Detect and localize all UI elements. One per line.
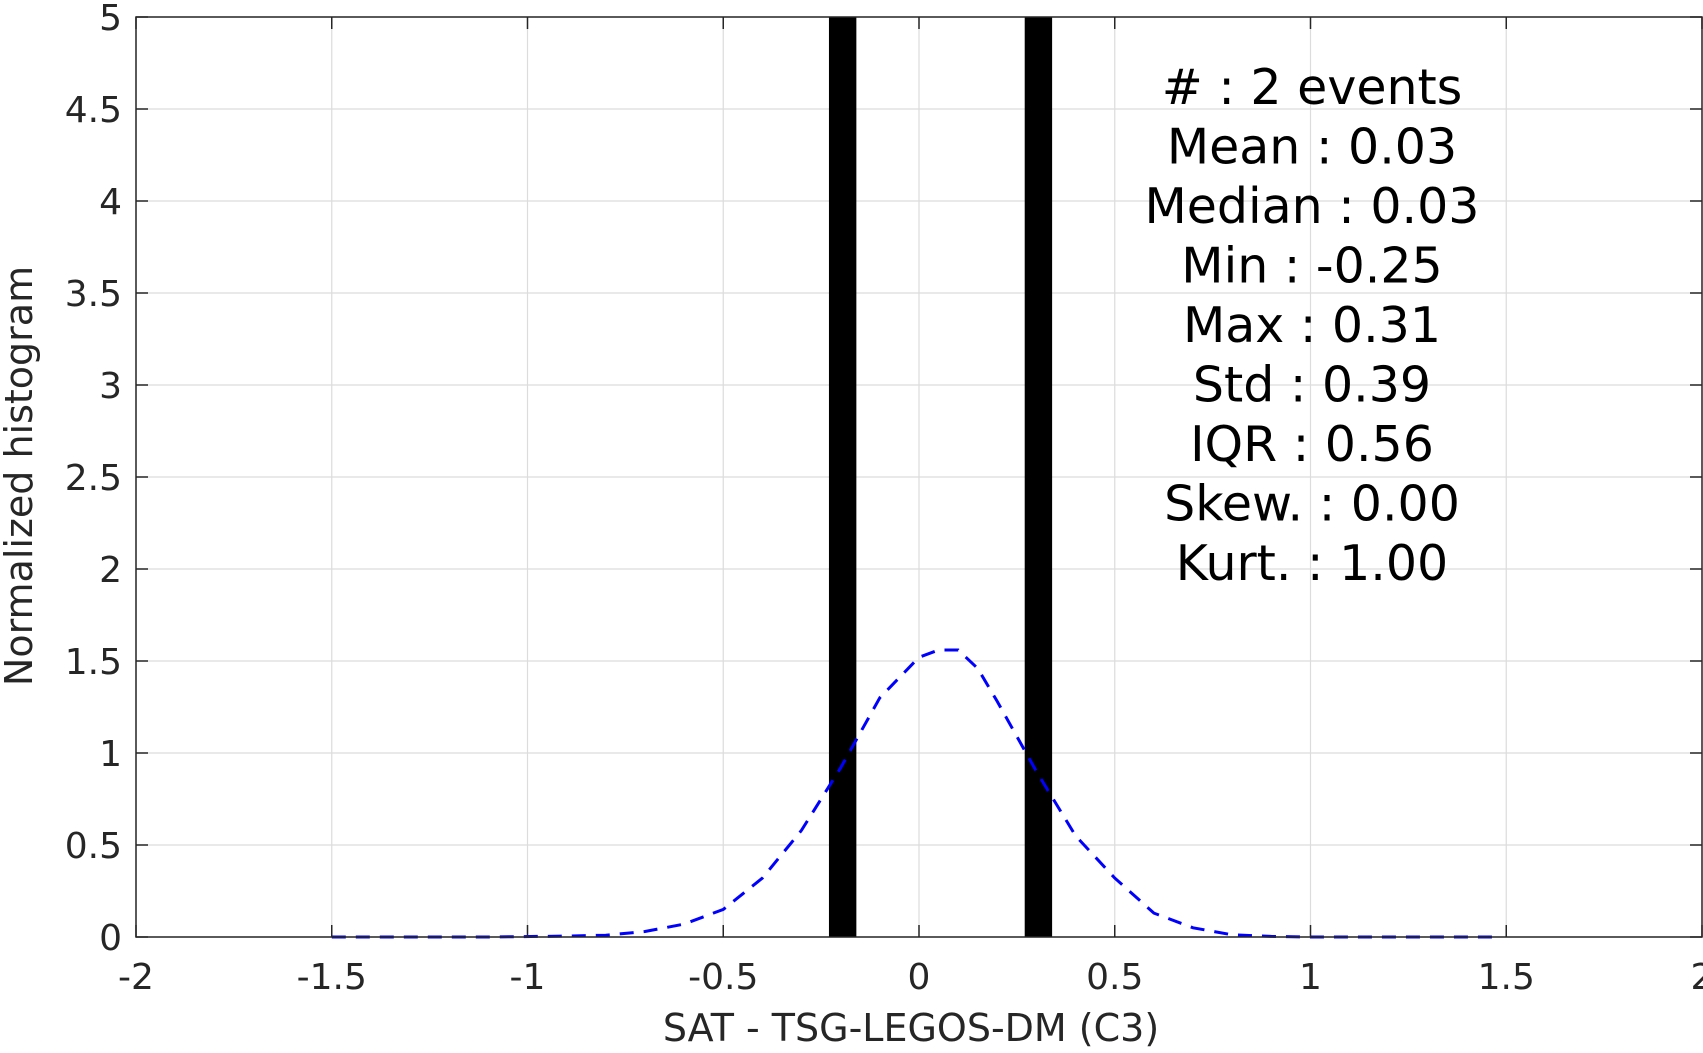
stat-line: IQR : 0.56 bbox=[1190, 416, 1434, 473]
x-tick-label: 1.5 bbox=[1478, 957, 1535, 998]
y-tick-label: 3 bbox=[99, 366, 122, 407]
stat-line: # : 2 events bbox=[1162, 59, 1463, 116]
axis-ticks bbox=[135, 16, 1703, 938]
x-tick-label: 1 bbox=[1299, 957, 1322, 998]
y-axis-label: Normalized histogram bbox=[0, 266, 41, 686]
y-tick-label: 0.5 bbox=[65, 826, 122, 867]
histogram-bar bbox=[828, 17, 857, 937]
y-tick-label: 4 bbox=[99, 182, 122, 223]
x-tick-label: -1 bbox=[510, 957, 546, 998]
x-axis-label: SAT - TSG-LEGOS-DM (C3) bbox=[663, 1006, 1159, 1050]
x-tick-label: 2 bbox=[1691, 957, 1703, 998]
x-tick-label: -2 bbox=[118, 957, 154, 998]
grid-lines bbox=[135, 16, 1703, 938]
x-tick-label: -1.5 bbox=[297, 957, 367, 998]
x-tick-label: 0 bbox=[908, 957, 931, 998]
x-tick-label: -0.5 bbox=[688, 957, 758, 998]
stat-line: Mean : 0.03 bbox=[1167, 119, 1457, 176]
stat-line: Min : -0.25 bbox=[1181, 238, 1442, 295]
y-tick-label: 2 bbox=[99, 550, 122, 591]
y-tick-label: 0 bbox=[99, 918, 122, 959]
stat-line: Std : 0.39 bbox=[1193, 357, 1431, 414]
normal-fit-curve bbox=[331, 648, 1495, 939]
y-tick-label: 1 bbox=[99, 734, 122, 775]
stat-line: Skew. : 0.00 bbox=[1164, 476, 1460, 533]
y-tick-label: 5 bbox=[99, 0, 122, 39]
histogram-bar bbox=[1024, 17, 1053, 937]
histogram-bars bbox=[828, 17, 1053, 937]
y-tick-label: 4.5 bbox=[65, 90, 122, 131]
x-tick-labels: -2 -1.5 -1 -0.5 0 0.5 1 1.5 2 bbox=[118, 957, 1703, 998]
y-tick-label: 2.5 bbox=[65, 458, 122, 499]
stat-line: Median : 0.03 bbox=[1145, 178, 1480, 235]
stat-line: Kurt. : 1.00 bbox=[1176, 535, 1448, 592]
y-tick-label: 3.5 bbox=[65, 274, 122, 315]
y-tick-label: 1.5 bbox=[65, 642, 122, 683]
stat-line: Max : 0.31 bbox=[1183, 297, 1441, 354]
y-tick-labels: 0 0.5 1 1.5 2 2.5 3 3.5 4 4.5 5 bbox=[65, 0, 122, 959]
x-tick-label: 0.5 bbox=[1086, 957, 1143, 998]
